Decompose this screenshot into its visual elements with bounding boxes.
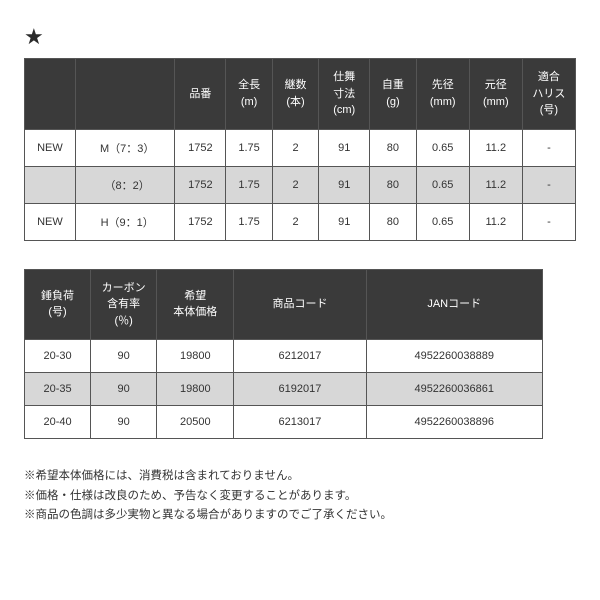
- table-row: 20-40902050062130174952260038896: [25, 406, 543, 439]
- cell: （8：2）: [75, 166, 175, 203]
- cell: 80: [370, 203, 416, 240]
- cell: -: [522, 203, 575, 240]
- cell: 0.65: [416, 203, 469, 240]
- cell: 4952260038896: [366, 406, 542, 439]
- th: 錘負荷(号): [25, 269, 91, 340]
- cell: M（7：3）: [75, 129, 175, 166]
- cell: 20-40: [25, 406, 91, 439]
- th: カーボン含有率(％): [91, 269, 157, 340]
- cell: 1752: [175, 166, 226, 203]
- cell: 1752: [175, 203, 226, 240]
- cell: 2: [272, 129, 318, 166]
- table-row: NEWM（7：3）17521.75291800.6511.2-: [25, 129, 576, 166]
- th: 品番: [175, 59, 226, 130]
- cell: 0.65: [416, 166, 469, 203]
- cell: 6212017: [234, 340, 366, 373]
- note-line: ※希望本体価格には、消費税は含まれておりません。: [24, 467, 576, 487]
- cell: 6213017: [234, 406, 366, 439]
- cell: 11.2: [469, 203, 522, 240]
- spec-table-2: 錘負荷(号) カーボン含有率(％) 希望本体価格 商品コード JANコード 20…: [24, 269, 543, 440]
- table-header-row: 錘負荷(号) カーボン含有率(％) 希望本体価格 商品コード JANコード: [25, 269, 543, 340]
- cell: 90: [91, 373, 157, 406]
- table1-body: NEWM（7：3）17521.75291800.6511.2-（8：2）1752…: [25, 129, 576, 240]
- cell: 90: [91, 406, 157, 439]
- cell: -: [522, 166, 575, 203]
- th: [25, 59, 76, 130]
- cell: 80: [370, 129, 416, 166]
- th: 継数(本): [272, 59, 318, 130]
- th: [75, 59, 175, 130]
- th: 全長(m): [226, 59, 272, 130]
- cell: 0.65: [416, 129, 469, 166]
- note-line: ※商品の色調は多少実物と異なる場合がありますのでご了承ください。: [24, 506, 576, 526]
- table-row: 20-35901980061920174952260036861: [25, 373, 543, 406]
- cell: -: [522, 129, 575, 166]
- cell: 20-35: [25, 373, 91, 406]
- th: 仕舞寸法(cm): [319, 59, 370, 130]
- cell: 20-30: [25, 340, 91, 373]
- table-row: （8：2）17521.75291800.6511.2-: [25, 166, 576, 203]
- cell: 4952260036861: [366, 373, 542, 406]
- cell: 2: [272, 203, 318, 240]
- cell: 4952260038889: [366, 340, 542, 373]
- th: 適合ハリス(号): [522, 59, 575, 130]
- cell: NEW: [25, 203, 76, 240]
- notes: ※希望本体価格には、消費税は含まれておりません。 ※価格・仕様は改良のため、予告…: [24, 467, 576, 526]
- note-line: ※価格・仕様は改良のため、予告なく変更することがあります。: [24, 487, 576, 507]
- cell: 80: [370, 166, 416, 203]
- star-icon: ★: [24, 24, 576, 50]
- cell: 91: [319, 129, 370, 166]
- spec-table-1: 品番 全長(m) 継数(本) 仕舞寸法(cm) 自重(g) 先径(mm) 元径(…: [24, 58, 576, 241]
- cell: 1752: [175, 129, 226, 166]
- table2-body: 20-3090198006212017495226003888920-35901…: [25, 340, 543, 439]
- th: JANコード: [366, 269, 542, 340]
- th: 希望本体価格: [157, 269, 234, 340]
- table-header-row: 品番 全長(m) 継数(本) 仕舞寸法(cm) 自重(g) 先径(mm) 元径(…: [25, 59, 576, 130]
- table-row: 20-30901980062120174952260038889: [25, 340, 543, 373]
- cell: 11.2: [469, 129, 522, 166]
- cell: 19800: [157, 373, 234, 406]
- cell: 1.75: [226, 203, 272, 240]
- cell: 90: [91, 340, 157, 373]
- cell: 1.75: [226, 129, 272, 166]
- th: 自重(g): [370, 59, 416, 130]
- cell: 91: [319, 203, 370, 240]
- cell: 11.2: [469, 166, 522, 203]
- cell: 6192017: [234, 373, 366, 406]
- cell: 91: [319, 166, 370, 203]
- cell: 1.75: [226, 166, 272, 203]
- cell: 20500: [157, 406, 234, 439]
- cell: H（9：1）: [75, 203, 175, 240]
- th: 元径(mm): [469, 59, 522, 130]
- cell: NEW: [25, 129, 76, 166]
- cell: 2: [272, 166, 318, 203]
- table-row: NEWH（9：1）17521.75291800.6511.2-: [25, 203, 576, 240]
- cell: [25, 166, 76, 203]
- th: 先径(mm): [416, 59, 469, 130]
- th: 商品コード: [234, 269, 366, 340]
- cell: 19800: [157, 340, 234, 373]
